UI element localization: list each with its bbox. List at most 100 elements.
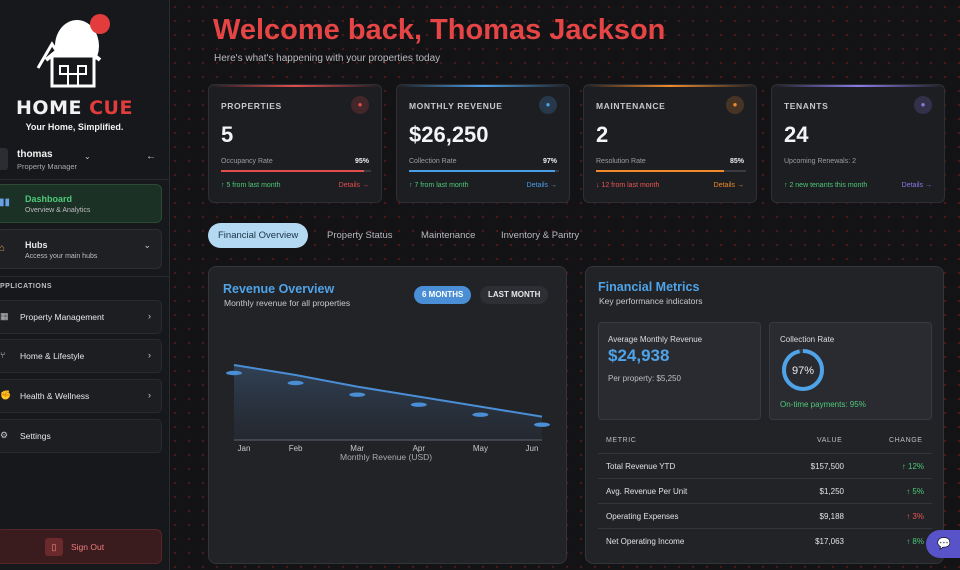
revenue-title: Revenue Overview <box>223 282 335 296</box>
column-header-metric: METRIC <box>606 437 637 444</box>
sidebar-item-label: Property Management <box>20 312 105 322</box>
metric-value: $9,188 <box>819 512 844 521</box>
metric-name: Avg. Revenue Per Unit <box>606 487 688 496</box>
collection-rate-sub: On-time payments: 95% <box>780 400 866 409</box>
page-title: Welcome back, Thomas Jackson <box>213 14 666 46</box>
collection-rate-value: 97% <box>792 365 814 377</box>
tab-inventory-pantry[interactable]: Inventory & Pantry <box>501 230 580 241</box>
financial-subtitle: Key performance indicators <box>599 296 703 306</box>
section-label-applications: PPLICATIONS <box>0 283 53 290</box>
data-point[interactable] <box>472 412 489 417</box>
card-accent-line <box>772 85 944 87</box>
x-tick-label: Feb <box>289 444 303 453</box>
house-icon: ⌂ <box>0 243 6 254</box>
collapse-sidebar-icon[interactable]: ← <box>146 151 156 162</box>
metric-name: Total Revenue YTD <box>606 462 676 471</box>
sidebar-item-label: Hubs <box>25 240 48 250</box>
divider <box>0 276 170 277</box>
metric-name: Operating Expenses <box>606 512 679 521</box>
details-link[interactable]: Details → <box>713 182 744 189</box>
progress-fill <box>596 170 724 172</box>
stat-card-properties: PROPERTIES ● 5 Occupancy Rate 95% ↑ 5 fr… <box>208 84 382 203</box>
details-link[interactable]: Details → <box>901 182 932 189</box>
user-menu[interactable]: thomas Property Manager ⌄ ← <box>0 143 170 179</box>
sidebar-item-sublabel: Overview & Analytics <box>25 207 91 214</box>
stat-value: $26,250 <box>409 122 489 147</box>
sidebar-item-home-lifestyle[interactable]: ⑂ Home & Lifestyle › <box>0 339 162 373</box>
data-point[interactable] <box>410 402 427 407</box>
chevron-down-icon[interactable]: ⌄ <box>84 152 91 161</box>
user-name: thomas <box>17 149 53 160</box>
chevron-right-icon: › <box>148 390 151 400</box>
home-cue-logo[interactable]: HOME CUE Your Home, Simplified. <box>0 10 150 132</box>
revenue-chart: Jan Feb Mar Apr May Jun <box>226 364 550 453</box>
progress-track <box>596 170 746 172</box>
brand-name-part1: HOME <box>16 97 82 119</box>
stat-trend: ↑ 2 new tenants this month <box>784 182 868 189</box>
x-tick-label: Apr <box>413 444 426 453</box>
avg-revenue-value: $24,938 <box>608 346 670 365</box>
range-last-month-button[interactable]: LAST MONTH <box>480 286 549 304</box>
stat-percent: 97% <box>542 158 557 165</box>
sign-out-label: Sign Out <box>71 542 105 552</box>
tab-property-status[interactable]: Property Status <box>327 230 393 241</box>
stat-percent: 85% <box>729 158 744 165</box>
sidebar-item-hubs[interactable]: ⌂ Hubs Access your main hubs ⌄ <box>0 229 162 269</box>
financial-title: Financial Metrics <box>598 280 700 294</box>
avg-revenue-sub: Per property: $5,250 <box>608 374 681 383</box>
chat-button[interactable]: 💬 <box>926 530 960 558</box>
sidebar-item-label: Dashboard <box>25 194 73 204</box>
sidebar-item-dashboard[interactable]: ▮▮ Dashboard Overview & Analytics <box>0 184 162 223</box>
money-bag-icon: ● <box>539 96 557 114</box>
stat-sublabel: Resolution Rate <box>596 158 646 165</box>
divider <box>0 179 170 180</box>
sidebar-item-property-management[interactable]: ▦ Property Management › <box>0 300 162 334</box>
stat-label: MONTHLY REVENUE <box>409 101 503 111</box>
metric-change: ↑ 5% <box>906 487 924 496</box>
table-row: Operating Expenses $9,188 ↑ 3% <box>598 503 932 528</box>
data-point[interactable] <box>534 422 550 427</box>
stat-sublabel: Upcoming Renewals: 2 <box>784 158 856 165</box>
card-accent-line <box>584 85 756 87</box>
data-point[interactable] <box>226 370 242 376</box>
progress-fill <box>409 170 555 172</box>
stat-value: 24 <box>784 122 809 147</box>
avatar <box>0 148 8 170</box>
brand-name: HOME CUE <box>12 97 137 119</box>
range-6-months-button[interactable]: 6 MONTHS <box>414 286 472 304</box>
sidebar-item-label: Health & Wellness <box>20 391 90 401</box>
metric-change: ↑ 3% <box>906 512 924 521</box>
door-icon: ▯ <box>45 538 63 556</box>
tab-financial-overview[interactable]: Financial Overview <box>208 223 309 248</box>
metric-value: $157,500 <box>810 462 844 471</box>
user-role: Property Manager <box>17 162 78 171</box>
people-icon: ● <box>914 96 932 114</box>
sidebar-item-settings[interactable]: ⚙ Settings <box>0 419 162 453</box>
tab-maintenance[interactable]: Maintenance <box>421 230 476 241</box>
stat-card-maintenance: MAINTENANCE ● 2 Resolution Rate 85% ↓ 12… <box>583 84 757 203</box>
muscle-icon: ✊ <box>0 390 12 400</box>
building-icon: ▦ <box>0 311 9 321</box>
data-point[interactable] <box>349 392 366 397</box>
collection-rate-label: Collection Rate <box>780 335 835 344</box>
data-point[interactable] <box>287 380 304 386</box>
x-tick-label: Jan <box>238 444 251 453</box>
metric-change: ↑ 8% <box>906 537 924 546</box>
stat-label: MAINTENANCE <box>596 101 666 111</box>
details-link[interactable]: Details → <box>338 182 369 189</box>
chevron-down-icon[interactable]: ⌄ <box>143 240 151 250</box>
house-icon: ● <box>351 96 369 114</box>
sign-out-button[interactable]: ▯ Sign Out <box>0 529 162 564</box>
brand-name-part2: CUE <box>89 97 133 119</box>
collection-rate-arc <box>782 349 824 391</box>
progress-track <box>409 170 559 172</box>
avg-revenue-card <box>598 322 761 420</box>
chart-icon: ▮▮ <box>0 197 11 208</box>
chevron-right-icon: › <box>148 350 151 360</box>
stat-label: PROPERTIES <box>221 101 282 111</box>
sidebar-item-health-wellness[interactable]: ✊ Health & Wellness › <box>0 379 162 413</box>
x-tick-label: Mar <box>350 444 364 453</box>
sidebar: HOME CUE Your Home, Simplified. thomas P… <box>0 0 170 570</box>
metric-value: $1,250 <box>819 487 844 496</box>
details-link[interactable]: Details → <box>526 182 557 189</box>
